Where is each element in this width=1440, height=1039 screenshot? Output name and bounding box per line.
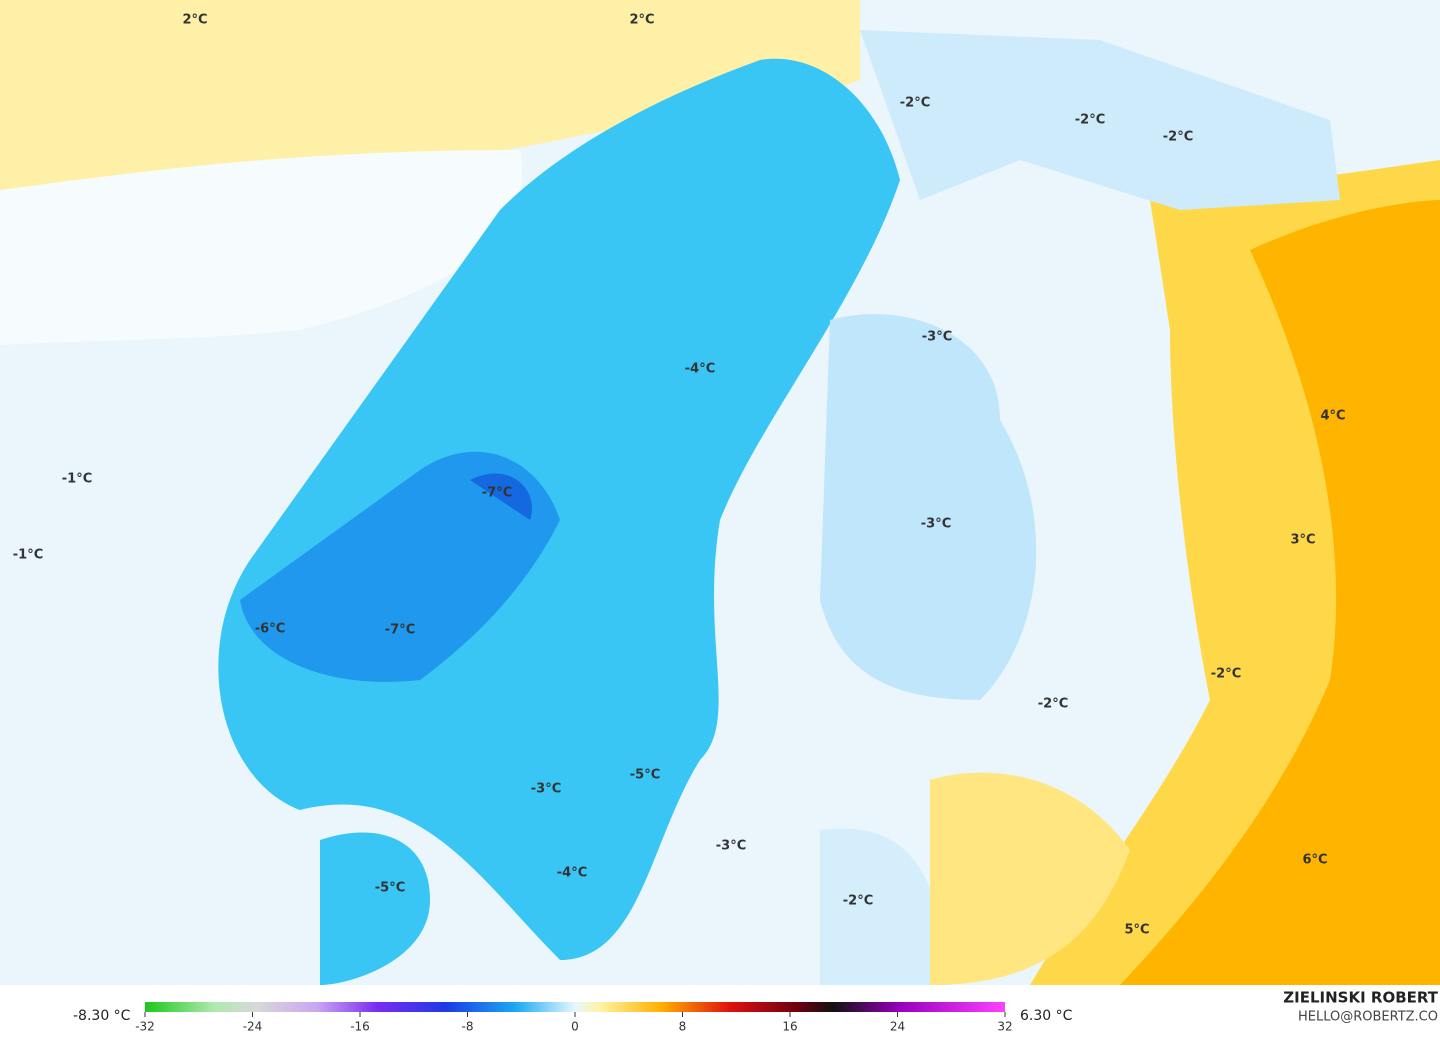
temp-label: 5°C xyxy=(1124,923,1149,938)
colorbar-tick-label: 16 xyxy=(782,1020,797,1034)
temp-label: -2°C xyxy=(1075,113,1105,128)
temp-label: -5°C xyxy=(375,881,405,896)
temp-label: -2°C xyxy=(1211,667,1241,682)
colorbar-tick-label: -8 xyxy=(462,1020,474,1034)
temp-label: -3°C xyxy=(531,782,561,797)
temp-label: -5°C xyxy=(630,768,660,783)
colorbar xyxy=(145,1002,1005,1012)
colorbar-tick-label: 24 xyxy=(890,1020,905,1034)
legend-min: -8.30 °C xyxy=(73,1008,131,1024)
temperature-labels: 2°C 2°C -2°C -2°C -2°C -3°C -4°C 4°C -1°C -7°C -3°… xyxy=(13,13,1346,938)
colorbar-tick-label: 8 xyxy=(679,1020,687,1034)
temp-label: -7°C xyxy=(482,486,512,501)
temp-label: -4°C xyxy=(557,866,587,881)
temp-label: -3°C xyxy=(716,839,746,854)
legend-max: 6.30 °C xyxy=(1020,1008,1073,1024)
colorbar-tick-label: -32 xyxy=(135,1020,155,1034)
temp-label: 6°C xyxy=(1302,853,1327,868)
colorbar-tick-label: 0 xyxy=(571,1020,579,1034)
temp-label: -2°C xyxy=(1038,697,1068,712)
colorbar-ticks: -32 -24 -16 -8 0 8 16 24 32 xyxy=(135,1012,1013,1034)
temp-label: -4°C xyxy=(685,362,715,377)
temp-label: 3°C xyxy=(1290,533,1315,548)
colorbar-tick-label: 32 xyxy=(997,1020,1012,1034)
contact: HELLO@ROBERTZ.CO xyxy=(1298,1010,1438,1025)
temp-label: 4°C xyxy=(1320,409,1345,424)
temp-label: -2°C xyxy=(1163,130,1193,145)
temp-label: -1°C xyxy=(13,548,43,563)
colorbar-tick-label: -16 xyxy=(350,1020,370,1034)
temp-label: 2°C xyxy=(629,13,654,28)
temp-label: -7°C xyxy=(385,623,415,638)
author: ZIELINSKI ROBERT xyxy=(1283,989,1438,1007)
temp-label: 2°C xyxy=(182,13,207,28)
map xyxy=(0,0,1440,985)
temp-label: -2°C xyxy=(843,894,873,909)
temp-label: -3°C xyxy=(921,517,951,532)
colorbar-tick-label: -24 xyxy=(243,1020,263,1034)
temp-label: -3°C xyxy=(922,330,952,345)
temp-label: -2°C xyxy=(900,96,930,111)
temp-label: -6°C xyxy=(255,622,285,637)
temp-label: -1°C xyxy=(62,472,92,487)
